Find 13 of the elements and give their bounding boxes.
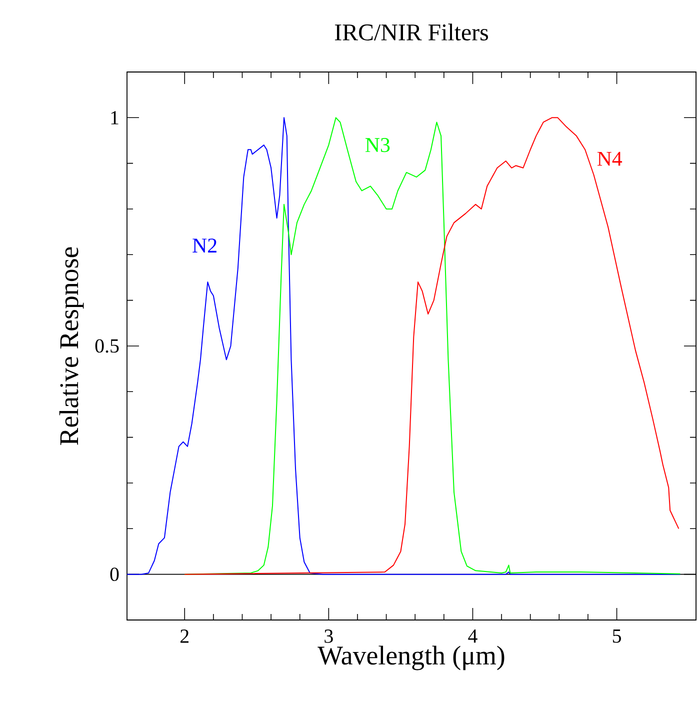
y-tick-label: 0 [110,568,119,582]
chart-title: IRC/NIR Filters [334,24,488,40]
series-label: N3 [365,138,390,152]
y-tick-label: 0.5 [95,339,119,353]
series-label: N2 [192,238,216,252]
x-axis-title: Wavelength (μm) [318,646,504,670]
x-tick-label: 5 [612,630,621,643]
y-tick-label: 1 [111,111,118,124]
y-axis-title: Relative Respnose [59,247,84,445]
x-tick-label: 4 [468,630,478,643]
x-tick-label: 3 [324,630,333,643]
series-label: N4 [597,152,622,166]
x-tick-label: 2 [180,630,188,643]
